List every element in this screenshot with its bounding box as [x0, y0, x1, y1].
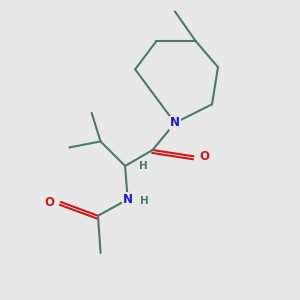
Text: O: O: [200, 150, 210, 163]
Text: N: N: [123, 193, 133, 206]
Text: H: H: [139, 161, 148, 171]
Text: O: O: [45, 196, 55, 208]
Text: N: N: [170, 116, 180, 129]
Text: H: H: [140, 196, 149, 206]
